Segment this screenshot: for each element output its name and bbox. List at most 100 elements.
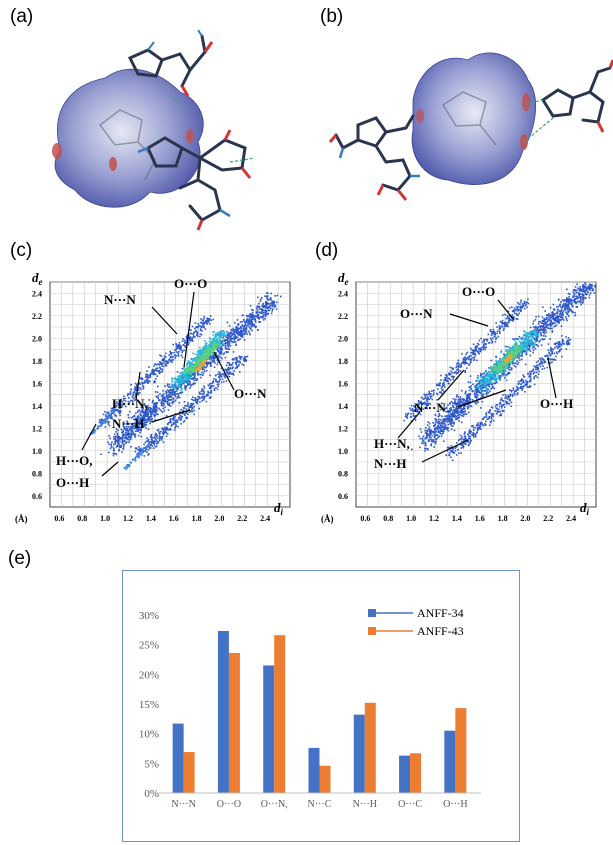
y-axis-label: de bbox=[338, 270, 349, 287]
annotations: O···O O···N N···N O···H H···N, N···H bbox=[374, 284, 573, 471]
x-tick-label: 2.4 bbox=[566, 514, 576, 523]
x-tick-label: 2.2 bbox=[543, 514, 553, 523]
bar-chart-frame: 0% 5% 10% 15% 20% 25% 30% N···N O···O O···N, N···… bbox=[122, 570, 520, 842]
x-tick-label: 1.0 bbox=[406, 514, 416, 523]
annotation-label: O···H bbox=[56, 475, 89, 490]
legend: ANFF-34 ANFF-43 bbox=[368, 606, 464, 638]
neighbor-molecule-right bbox=[540, 66, 612, 124]
neighbor-molecule-left bbox=[334, 114, 415, 192]
y-tick-labels: 2.4 2.2 2.0 1.8 1.6 1.4 1.2 1.0 0.8 0.6 bbox=[32, 289, 42, 501]
hirshfeld-surface-b bbox=[328, 52, 613, 201]
annotation-label: H···N, bbox=[112, 396, 148, 411]
y-tick-label: 1.0 bbox=[338, 447, 348, 456]
x-tick-label: 1.8 bbox=[192, 514, 202, 523]
bar-anff-43 bbox=[364, 702, 376, 793]
panel-label-c: (c) bbox=[10, 240, 33, 261]
annotation-label: O···N bbox=[400, 306, 433, 321]
y-tick-label: 0% bbox=[144, 788, 159, 800]
x-tick-label: 1.2 bbox=[123, 514, 133, 523]
x-tick-label: 2.0 bbox=[214, 514, 224, 523]
bar-anff-34 bbox=[172, 723, 184, 793]
contact-spot bbox=[109, 157, 117, 171]
x-tick-label: 0.8 bbox=[77, 514, 87, 523]
y-tick-label: 20% bbox=[139, 669, 159, 681]
inner-molecule bbox=[98, 109, 156, 181]
annotation-label: N···N bbox=[414, 400, 446, 415]
contact-spot bbox=[186, 129, 194, 143]
y-tick-label: 0.8 bbox=[338, 469, 348, 478]
x-axis-label: di bbox=[580, 500, 590, 517]
panel-label-e: (e) bbox=[8, 548, 32, 569]
bar-anff-34 bbox=[217, 631, 229, 793]
bar-anff-43 bbox=[274, 635, 286, 793]
neighbor-nitrogens-left bbox=[338, 147, 420, 178]
contact-spot bbox=[416, 109, 424, 123]
y-tick-label: 1.2 bbox=[32, 424, 42, 433]
bar-anff-34 bbox=[399, 755, 411, 793]
panel-label-b: (b) bbox=[320, 6, 344, 27]
surface-blob bbox=[411, 52, 536, 185]
y-tick-label: 2.2 bbox=[338, 312, 348, 321]
panel-label-d: (d) bbox=[315, 240, 339, 261]
bar-anff-43 bbox=[319, 765, 331, 793]
y-tick-label: 5% bbox=[144, 758, 159, 770]
neighbor-oxygens-top bbox=[180, 41, 214, 97]
y-tick-label: 1.6 bbox=[338, 379, 348, 388]
bar-anff-34 bbox=[308, 747, 320, 793]
hbond-dashed-line bbox=[525, 99, 544, 105]
annotation-label: O···O bbox=[174, 276, 207, 291]
annotation-label: H···O, bbox=[56, 453, 92, 468]
legend-label-anff-43: ANFF-43 bbox=[417, 624, 464, 638]
category-label: O···H bbox=[443, 799, 467, 810]
category-labels: N···N O···O O···N, N···C N···H O···C O···H bbox=[171, 799, 467, 810]
y-tick-label: 2.0 bbox=[338, 334, 348, 343]
bars bbox=[172, 631, 467, 793]
neighbor-nitrogens-right bbox=[137, 146, 231, 218]
fingerprint-point-cloud bbox=[89, 292, 282, 471]
panel-label-a: (a) bbox=[10, 6, 34, 27]
x-tick-label: 0.6 bbox=[54, 514, 64, 523]
x-tick-label: 1.0 bbox=[100, 514, 110, 523]
category-label: O···C bbox=[398, 799, 422, 810]
category-label: O···N, bbox=[261, 799, 288, 810]
hbond-dashed-line bbox=[523, 117, 554, 143]
category-label: N···H bbox=[353, 799, 377, 810]
x-tick-labels: 0.6 0.8 1.0 1.2 1.4 1.6 1.8 2.0 2.2 2.4 bbox=[360, 514, 576, 523]
x-tick-label: 1.6 bbox=[169, 514, 179, 523]
hbond-dashed-line bbox=[169, 95, 189, 111]
x-tick-label: 2.4 bbox=[260, 514, 270, 523]
bar-anff-43 bbox=[410, 753, 422, 793]
legend-swatch-anff-34 bbox=[368, 609, 376, 617]
bar-anff-34 bbox=[353, 714, 365, 793]
y-tick-label: 1.2 bbox=[338, 424, 348, 433]
y-tick-label: 1.8 bbox=[338, 357, 348, 366]
y-tick-label: 1.8 bbox=[32, 357, 42, 366]
annotation-label: O···O bbox=[462, 284, 495, 299]
y-tick-label: 25% bbox=[139, 640, 159, 652]
x-tick-label: 2.2 bbox=[237, 514, 247, 523]
fingerprint-plot-d: 2.4 2.2 2.0 1.8 1.6 1.4 1.2 1.0 0.8 0.6 0.6 0.8 1.0… bbox=[321, 270, 597, 524]
axis-unit: (Å) bbox=[15, 514, 28, 524]
x-tick-label: 1.4 bbox=[146, 514, 156, 523]
x-tick-labels: 0.6 0.8 1.0 1.2 1.4 1.6 1.8 2.0 2.2 2.4 bbox=[54, 514, 270, 523]
y-tick-label: 1.0 bbox=[32, 447, 42, 456]
legend-label-anff-34: ANFF-34 bbox=[417, 606, 464, 620]
annotation-label: N···H bbox=[374, 456, 407, 471]
annotation-label: N···H bbox=[112, 416, 145, 431]
neighbor-oxygens-left bbox=[328, 134, 408, 201]
bar-anff-43 bbox=[455, 708, 467, 793]
x-axis-label: di bbox=[274, 500, 284, 517]
y-axis-label: de bbox=[32, 270, 43, 287]
x-tick-label: 0.8 bbox=[383, 514, 393, 523]
y-tick-labels: 2.4 2.2 2.0 1.8 1.6 1.4 1.2 1.0 0.8 0.6 bbox=[338, 289, 348, 501]
category-label: N···N bbox=[171, 799, 195, 810]
x-tick-label: 1.8 bbox=[498, 514, 508, 523]
neighbor-oxygens-right bbox=[196, 129, 252, 231]
y-tick-label: 0.6 bbox=[338, 492, 348, 501]
annotation-label: H···N, bbox=[374, 436, 410, 451]
category-label: O···O bbox=[217, 799, 241, 810]
y-tick-label: 1.4 bbox=[338, 402, 348, 411]
inner-molecule bbox=[441, 91, 497, 146]
y-tick-label: 1.4 bbox=[32, 402, 42, 411]
y-tick-label: 15% bbox=[139, 699, 159, 711]
